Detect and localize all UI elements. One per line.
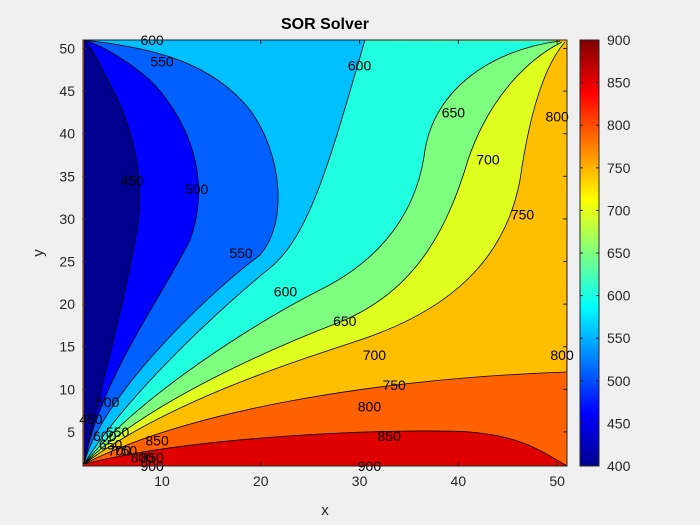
contour-label: 850 [140,449,164,465]
colorbar: 400 450 500 550 600 650 700 750 800 850 900 [579,32,631,474]
y-tick-label: 20 [59,296,75,312]
x-tick-label: 50 [549,473,565,489]
contour-line-800 [83,371,567,465]
y-tick-label: 35 [59,168,75,184]
x-tick-label: 10 [154,473,170,489]
contour-line-600 [83,40,366,465]
x-axis-label: x [321,502,329,519]
contour-label: 500 [96,394,120,410]
colorbar-tick-label: 400 [607,458,631,474]
contour-label: 850 [378,428,402,444]
colorbar-tick-label: 750 [607,160,631,176]
contour-line-550 [83,40,279,465]
contour-line-750 [83,41,566,465]
contour-fill-400-450 [84,40,140,464]
contour-label: 650 [442,104,466,120]
y-axis: 5 10 15 20 25 30 35 40 45 50 [59,41,567,440]
contour-label: 550 [229,245,253,261]
contour-label: 700 [476,151,500,167]
y-tick-label: 25 [59,254,75,270]
contour-label: 600 [274,283,298,299]
contour-label: 550 [106,424,130,440]
contour-label: 450 [121,173,145,189]
contour-line-850 [83,430,567,466]
y-tick-label: 50 [59,41,75,57]
chart-title: SOR Solver [281,16,369,33]
colorbar-tick-label: 600 [607,288,631,304]
colorbar-ticks: 400 450 500 550 600 650 700 750 800 850 900 [580,32,631,474]
contour-label: 500 [185,181,209,197]
contour-line-450 [83,40,140,465]
contour-label: 750 [511,207,535,223]
colorbar-tick-label: 450 [607,415,631,431]
contour-label: 450 [79,411,103,427]
colorbar-tick-label: 850 [607,75,631,91]
contour-label: 750 [114,443,138,459]
y-tick-label: 40 [59,126,75,142]
contour-fills [83,40,567,466]
contour-label: 700 [363,347,387,363]
plot-frame [82,39,568,467]
colorbar-tick-label: 500 [607,373,631,389]
contour-label: 650 [333,313,357,329]
contour-label: 800 [550,347,574,363]
y-axis-label: y [30,249,47,257]
x-tick-label: 20 [253,473,269,489]
contour-label: 750 [382,377,406,393]
contour-label: 800 [131,449,155,465]
y-tick-label: 10 [59,381,75,397]
x-axis: 10 20 30 40 50 [154,40,565,489]
contour-line-700 [83,41,563,465]
contour-line-500 [83,40,199,465]
contour-label: 850 [145,432,169,448]
contour-label: 600 [348,58,372,74]
y-tick-label: 45 [59,83,75,99]
y-tick-label: 30 [59,211,75,227]
contour-label: 650 [99,437,123,453]
x-tick-label: 40 [451,473,467,489]
colorbar-tick-label: 700 [607,202,631,218]
contour-lines [83,40,567,466]
y-tick-label: 15 [59,339,75,355]
contour-label: 600 [93,428,117,444]
contour-label: 550 [150,53,174,69]
contour-label: 700 [108,443,132,459]
contour-fill-850-900 [84,430,567,466]
contour-line-650 [83,40,561,465]
contour-label: 800 [545,109,569,125]
contour-label: 800 [358,398,382,414]
y-tick-label: 5 [67,424,75,440]
colorbar-tick-label: 900 [607,32,631,48]
colorbar-tick-label: 800 [607,117,631,133]
colorbar-tick-label: 650 [607,245,631,261]
colorbar-tick-label: 550 [607,330,631,346]
x-tick-label: 30 [352,473,368,489]
